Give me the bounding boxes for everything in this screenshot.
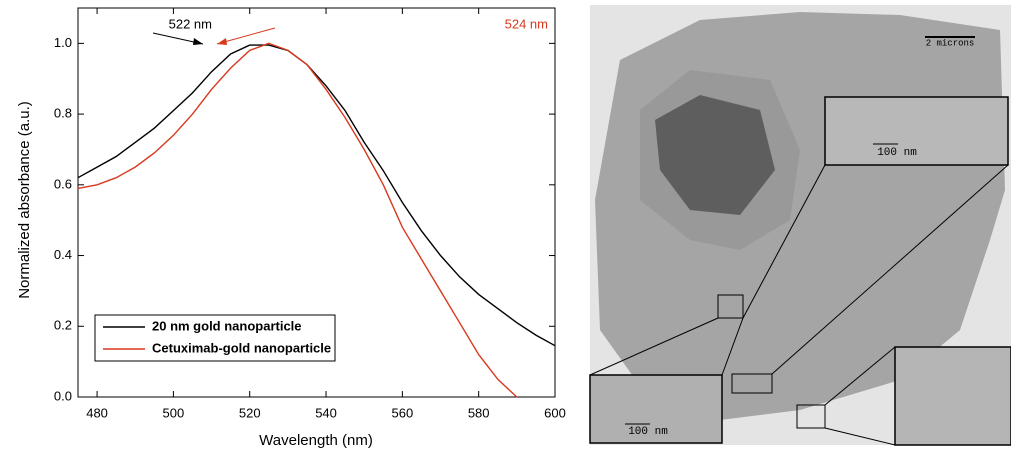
arrowhead [217, 38, 227, 45]
y-tick-label: 0.0 [54, 388, 72, 403]
x-tick-label: 600 [544, 405, 566, 420]
inset [824, 96, 1009, 166]
y-tick-label: 0.4 [54, 247, 72, 262]
plot-frame [77, 7, 556, 398]
inset [589, 374, 723, 444]
y-tick-label: 1.0 [54, 35, 72, 50]
annotation: 524 nm [505, 16, 548, 31]
nucleolus [655, 95, 775, 215]
line [77, 42, 518, 398]
y-tick-label: 0.6 [54, 176, 72, 191]
arrowhead [193, 38, 203, 45]
plot: Normalized absorbance (a.u.) Wavelength … [16, 7, 566, 449]
y-tick-label: 0.8 [54, 106, 72, 121]
arrow [216, 27, 276, 45]
scale-label: 2 microns [926, 38, 975, 48]
y-axis-label: Normalized absorbance (a.u.) [16, 101, 33, 299]
x-tick-label: 540 [315, 405, 337, 420]
micrograph: 2 microns 100 nm 100 nm [589, 5, 1011, 446]
x-tick-label: 560 [392, 405, 414, 420]
x-axis-label: Wavelength (nm) [259, 432, 373, 449]
scale-label: 100 nm [628, 426, 668, 438]
line [77, 44, 556, 347]
x-tick-label: 480 [86, 405, 108, 420]
insets [589, 164, 1009, 446]
x-tick-label: 500 [163, 405, 185, 420]
legend-label: 20 nm gold nanoparticle [152, 318, 302, 333]
x-tick-label: 520 [239, 405, 261, 420]
x-tick-label: 580 [468, 405, 490, 420]
legend-box [94, 314, 336, 362]
scale-label: 100 nm [877, 147, 917, 159]
inset [894, 346, 1011, 446]
y-tick-label: 0.2 [54, 318, 72, 333]
annotation: 522 nm [169, 16, 212, 31]
legend-label: Cetuximab-gold nanoparticle [152, 340, 331, 355]
